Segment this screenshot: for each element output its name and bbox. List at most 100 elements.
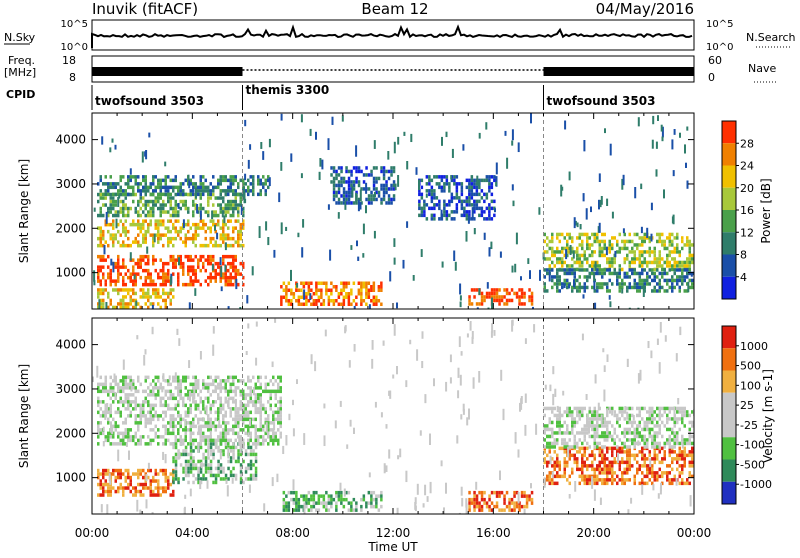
data-cell bbox=[604, 445, 607, 449]
data-cell bbox=[197, 279, 200, 283]
data-cell bbox=[458, 196, 461, 200]
data-cell bbox=[611, 236, 614, 240]
data-cell bbox=[207, 255, 210, 259]
data-cell bbox=[145, 214, 148, 218]
data-cell bbox=[556, 272, 559, 276]
data-cell bbox=[237, 425, 240, 429]
data-cell bbox=[345, 282, 348, 286]
data-cell bbox=[247, 477, 250, 481]
data-cell bbox=[270, 421, 273, 425]
data-cell bbox=[132, 400, 135, 404]
data-cell bbox=[259, 226, 261, 238]
data-cell bbox=[579, 450, 582, 454]
data-cell bbox=[463, 214, 466, 218]
data-cell bbox=[380, 285, 383, 289]
data-cell bbox=[96, 366, 98, 378]
data-cell bbox=[147, 421, 150, 425]
data-cell bbox=[187, 460, 190, 464]
data-cell bbox=[185, 435, 188, 439]
data-cell bbox=[150, 200, 153, 204]
data-cell bbox=[117, 476, 120, 480]
data-cell bbox=[468, 200, 471, 204]
data-cell bbox=[147, 255, 150, 259]
data-cell bbox=[270, 379, 273, 383]
data-cell bbox=[549, 478, 552, 482]
data-cell bbox=[212, 264, 214, 271]
data-cell bbox=[207, 400, 210, 404]
data-cell bbox=[443, 182, 446, 186]
data-cell bbox=[325, 505, 328, 509]
power-ylabel: Slant Range [km] bbox=[17, 159, 31, 263]
data-cell bbox=[127, 400, 130, 404]
data-cell bbox=[182, 453, 185, 457]
data-cell bbox=[476, 505, 479, 509]
data-cell bbox=[192, 203, 195, 207]
data-cell bbox=[147, 226, 150, 230]
data-cell bbox=[122, 276, 125, 280]
data-cell bbox=[210, 276, 213, 280]
data-cell bbox=[275, 379, 278, 383]
data-cell bbox=[580, 224, 582, 229]
data-cell bbox=[498, 295, 501, 299]
data-cell bbox=[150, 276, 153, 280]
data-cell bbox=[674, 431, 677, 435]
data-cell bbox=[160, 258, 163, 262]
data-cell bbox=[589, 243, 592, 247]
data-cell bbox=[343, 177, 346, 181]
data-cell bbox=[147, 186, 150, 190]
data-cell bbox=[546, 236, 549, 240]
data-cell bbox=[265, 383, 268, 387]
data-cell bbox=[641, 471, 644, 475]
data-cell bbox=[666, 272, 669, 276]
data-cell bbox=[308, 491, 311, 495]
data-cell bbox=[170, 432, 173, 436]
data-cell bbox=[235, 240, 238, 244]
data-cell bbox=[671, 139, 673, 149]
data-cell bbox=[397, 175, 399, 187]
data-cell bbox=[390, 184, 393, 188]
data-cell bbox=[503, 498, 506, 502]
data-cell bbox=[624, 435, 627, 439]
data-cell bbox=[220, 193, 223, 197]
data-cell bbox=[303, 433, 305, 445]
data-cell bbox=[552, 471, 554, 478]
data-cell bbox=[621, 288, 623, 293]
data-cell bbox=[579, 261, 582, 265]
data-cell bbox=[561, 247, 564, 251]
data-cell bbox=[350, 508, 353, 512]
data-cell bbox=[157, 292, 160, 296]
data-cell bbox=[102, 432, 105, 436]
data-cell bbox=[205, 179, 208, 183]
data-cell bbox=[574, 407, 577, 411]
data-cell bbox=[684, 144, 686, 153]
data-cell bbox=[313, 501, 316, 505]
data-cell bbox=[370, 201, 373, 205]
data-cell bbox=[250, 460, 253, 464]
data-cell bbox=[190, 404, 193, 408]
data-cell bbox=[574, 457, 577, 461]
data-cell bbox=[473, 491, 476, 495]
data-cell bbox=[232, 203, 235, 207]
data-cell bbox=[328, 296, 331, 300]
data-cell bbox=[641, 454, 644, 458]
data-cell bbox=[689, 435, 692, 439]
data-cell bbox=[689, 243, 692, 247]
data-cell bbox=[202, 379, 205, 383]
data-cell bbox=[100, 407, 103, 411]
data-cell bbox=[576, 450, 579, 454]
data-cell bbox=[626, 286, 629, 290]
data-cell bbox=[368, 201, 371, 205]
data-cell bbox=[353, 201, 356, 205]
data-cell bbox=[205, 467, 208, 471]
data-cell bbox=[175, 258, 178, 262]
data-cell bbox=[378, 177, 381, 181]
data-cell bbox=[170, 393, 173, 397]
data-cell bbox=[232, 400, 235, 404]
data-cell bbox=[584, 289, 587, 293]
station-title: Inuvik (fitACF) bbox=[92, 0, 198, 18]
data-cell bbox=[220, 233, 223, 237]
data-cell bbox=[227, 283, 230, 287]
data-cell bbox=[474, 228, 476, 234]
data-cell bbox=[579, 282, 582, 286]
data-cell bbox=[433, 378, 435, 386]
